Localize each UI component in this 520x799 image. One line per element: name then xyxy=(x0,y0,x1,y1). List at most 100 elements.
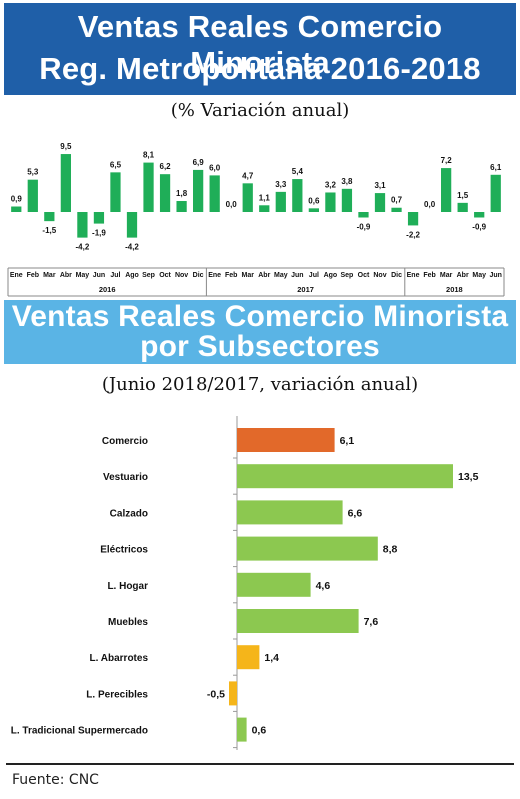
month-label-25: Feb xyxy=(423,272,435,279)
month-label-20: Sep xyxy=(341,272,354,279)
bar-8 xyxy=(143,162,154,212)
month-label-27: Abr xyxy=(457,272,469,279)
header-title-line2: Reg. Metropolitana 2016-2018 xyxy=(39,51,481,86)
month-label-21: Oct xyxy=(358,272,370,279)
month-label-23: Dic xyxy=(391,272,402,279)
month-label-28: May xyxy=(472,272,486,279)
value-label-27: 1,5 xyxy=(457,191,469,200)
value-label-5: -1,9 xyxy=(92,229,106,238)
bar-2 xyxy=(237,500,343,525)
value-label-19: 3,2 xyxy=(325,180,337,189)
bar-0 xyxy=(11,206,22,212)
bar-0 xyxy=(237,428,335,452)
header-title-line1: Ventas Reales Comercio Minorista xyxy=(77,9,443,80)
value-label-0: 0,9 xyxy=(11,195,23,204)
value-label-3: 9,5 xyxy=(60,142,72,151)
bar-23 xyxy=(391,207,402,212)
chart2-subtitle: (Junio 2018/2017, variación anual) xyxy=(101,374,419,395)
category-label-3: Eléctricos xyxy=(100,545,148,556)
value-label-6: 6,5 xyxy=(110,160,122,169)
month-label-2: Mar xyxy=(43,272,56,279)
bar-28 xyxy=(474,212,485,218)
value-label-7: -4,2 xyxy=(125,243,139,252)
month-label-3: Abr xyxy=(60,272,72,279)
bar-4 xyxy=(237,572,311,597)
month-label-15: Abr xyxy=(258,272,270,279)
subsector-bar-chart: Comercio 6,1 Vestuario 13,5 Calzado 6,6 Eléctr… xyxy=(11,416,479,750)
month-label-9: Oct xyxy=(159,272,171,279)
value-label-1: 13,5 xyxy=(458,471,479,483)
bar-1 xyxy=(27,179,38,212)
value-label-12: 6,0 xyxy=(209,163,221,172)
bar-24 xyxy=(407,212,419,226)
month-label-19: Ago xyxy=(324,272,338,279)
value-label-18: 0,6 xyxy=(308,196,320,205)
value-label-7: -0,5 xyxy=(207,688,225,700)
month-label-13: Feb xyxy=(225,272,237,279)
bar-19 xyxy=(325,192,336,212)
value-label-22: 3,1 xyxy=(374,181,386,190)
bar-14 xyxy=(242,183,253,212)
month-label-4: May xyxy=(76,272,90,279)
value-label-9: 6,2 xyxy=(160,162,172,171)
month-label-0: Ene xyxy=(10,272,23,279)
section-title-line1: Ventas Reales Comercio Minorista xyxy=(11,300,509,333)
bar-9 xyxy=(159,174,171,212)
bar-18 xyxy=(308,208,319,212)
bar-2 xyxy=(44,212,55,222)
category-label-7: L. Perecibles xyxy=(86,689,148,700)
value-label-5: 7,6 xyxy=(364,616,379,628)
month-label-24: Ene xyxy=(407,272,420,279)
bar-21 xyxy=(358,212,369,218)
value-label-20: 3,8 xyxy=(341,177,353,186)
year-label-0: 2016 xyxy=(99,285,116,294)
bar-16 xyxy=(275,191,286,212)
source-note: Fuente: CNC xyxy=(12,772,99,788)
value-label-11: 6,9 xyxy=(193,158,205,167)
month-label-16: May xyxy=(274,272,288,279)
month-label-10: Nov xyxy=(175,272,188,279)
bar-6 xyxy=(110,172,121,212)
chart1-subtitle: (% Variación anual) xyxy=(170,100,350,121)
month-label-22: Nov xyxy=(373,272,386,279)
bar-15 xyxy=(259,205,270,212)
section-banner: Ventas Reales Comercio Minorista por Sub… xyxy=(4,300,516,364)
bar-8 xyxy=(237,717,247,742)
value-label-21: -0,9 xyxy=(357,222,371,231)
bar-17 xyxy=(292,179,303,212)
month-label-1: Feb xyxy=(27,272,39,279)
value-label-17: 5,4 xyxy=(292,167,304,176)
value-label-4: -4,2 xyxy=(76,243,90,252)
bar-6 xyxy=(237,645,260,670)
month-label-11: Dic xyxy=(193,272,204,279)
value-label-14: 4,7 xyxy=(242,171,254,180)
month-label-12: Ene xyxy=(208,272,221,279)
category-label-2: Calzado xyxy=(110,508,148,519)
value-label-8: 8,1 xyxy=(143,151,155,160)
value-label-1: 5,3 xyxy=(27,168,39,177)
bar-26 xyxy=(441,168,452,212)
value-label-29: 6,1 xyxy=(490,163,502,172)
value-label-26: 7,2 xyxy=(441,156,453,165)
footer-divider xyxy=(6,763,514,765)
bar-20 xyxy=(341,188,353,212)
bar-7 xyxy=(126,212,138,238)
category-label-1: Vestuario xyxy=(103,472,148,483)
month-label-29: Jun xyxy=(490,272,502,279)
bar-7 xyxy=(229,681,237,706)
value-label-10: 1,8 xyxy=(176,189,188,198)
value-label-13: 0,0 xyxy=(226,200,238,209)
bar-1 xyxy=(237,464,453,489)
value-label-25: 0,0 xyxy=(424,200,436,209)
month-label-7: Ago xyxy=(125,272,139,279)
value-label-2: 6,6 xyxy=(348,507,363,519)
monthly-bar-chart: 0,9 Ene 5,3 Feb -1,5 Mar 9,5 Abr -4,2 May -1,9 Jun 6… xyxy=(7,142,505,297)
category-label-6: L. Abarrotes xyxy=(89,653,148,664)
bar-3 xyxy=(237,536,378,561)
month-label-26: Mar xyxy=(440,272,453,279)
month-label-18: Jul xyxy=(309,272,319,279)
month-label-17: Jun xyxy=(291,272,303,279)
bar-29 xyxy=(490,174,501,212)
bar-10 xyxy=(176,201,187,212)
bar-4 xyxy=(77,212,88,238)
